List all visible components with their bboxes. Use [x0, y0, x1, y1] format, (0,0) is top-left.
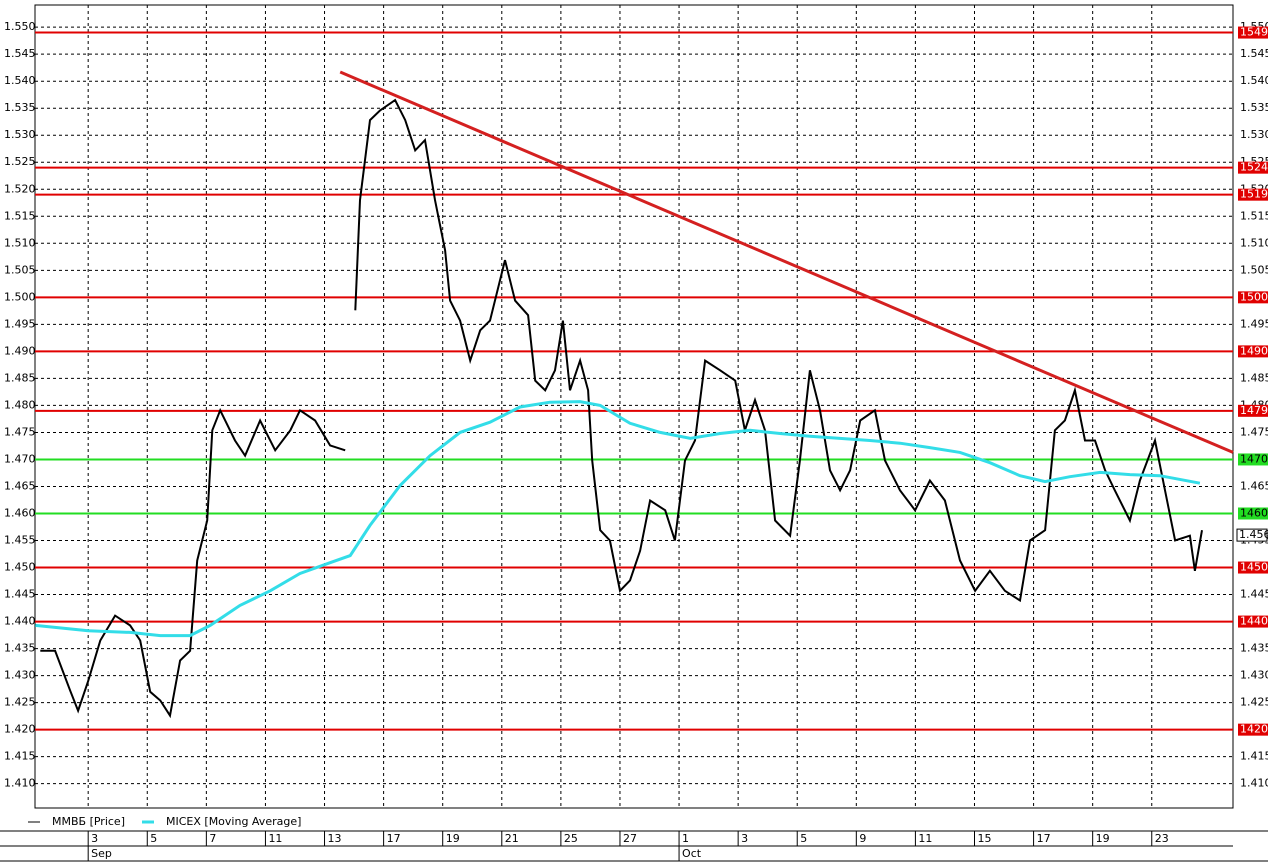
x-tick-label: 9 — [859, 832, 866, 845]
x-tick-label: 1 — [682, 832, 689, 845]
level-box — [1238, 345, 1268, 358]
y-tick-label-right: 1.425 — [1240, 696, 1268, 709]
trend-line — [339, 70, 1234, 454]
y-tick-label-right: 1.535 — [1240, 101, 1268, 114]
x-tick-label: 5 — [800, 832, 807, 845]
level-box — [1238, 161, 1268, 174]
level-box — [1238, 291, 1268, 304]
x-tick-label: 23 — [1155, 832, 1169, 845]
level-box — [1238, 453, 1268, 466]
y-tick-label-right: 1.505 — [1240, 263, 1268, 276]
y-tick-label: 1.430 — [4, 669, 36, 682]
x-tick-label: 25 — [564, 832, 578, 845]
y-tick-label: 1.520 — [4, 182, 36, 195]
legend-label: MICEX [Moving Average] — [166, 815, 301, 828]
level-box — [1238, 26, 1268, 39]
y-tick-label-right: 1.510 — [1240, 236, 1268, 249]
level-label: 1450 — [1240, 561, 1268, 574]
level-box — [1238, 723, 1268, 736]
x-tick-label: 13 — [328, 832, 342, 845]
y-tick-label: 1.485 — [4, 371, 36, 384]
x-tick-label: 17 — [1037, 832, 1051, 845]
y-tick-label: 1.410 — [4, 777, 36, 790]
y-tick-label-right: 1.415 — [1240, 750, 1268, 763]
y-tick-label: 1.505 — [4, 263, 36, 276]
y-tick-label: 1.475 — [4, 425, 36, 438]
y-tick-label: 1.500 — [4, 290, 36, 303]
y-tick-label: 1.425 — [4, 696, 36, 709]
x-tick-label: 3 — [741, 832, 748, 845]
y-tick-label-right: 1.530 — [1240, 128, 1268, 141]
level-box — [1238, 615, 1268, 628]
month-label: Sep — [91, 847, 112, 860]
y-tick-label: 1.515 — [4, 209, 36, 222]
y-tick-label-right: 1.515 — [1240, 209, 1268, 222]
y-tick-label: 1.435 — [4, 642, 36, 655]
level-label: 1549 — [1240, 26, 1268, 39]
y-tick-label: 1.510 — [4, 236, 36, 249]
x-tick-label: 19 — [1096, 832, 1110, 845]
y-tick-label: 1.440 — [4, 615, 36, 628]
month-label: Oct — [682, 847, 702, 860]
y-tick-label-right: 1.410 — [1240, 777, 1268, 790]
y-tick-label: 1.470 — [4, 452, 36, 465]
series-line — [35, 400, 1201, 638]
level-label: 1420 — [1240, 723, 1268, 736]
x-tick-label: 11 — [268, 832, 282, 845]
y-tick-label: 1.490 — [4, 344, 36, 357]
x-tick-label: 11 — [918, 832, 932, 845]
y-tick-label: 1.450 — [4, 561, 36, 574]
level-box — [1238, 404, 1268, 417]
level-box — [1238, 561, 1268, 574]
x-tick-label: 5 — [150, 832, 157, 845]
y-tick-label-right: 1.545 — [1240, 47, 1268, 60]
y-tick-label: 1.550 — [4, 20, 36, 33]
legend-label: ММВБ [Price] — [52, 815, 125, 828]
level-box — [1238, 507, 1268, 520]
level-label: 1470 — [1240, 452, 1268, 465]
y-tick-label: 1.460 — [4, 506, 36, 519]
plot-frame — [34, 4, 1234, 809]
y-tick-label-right: 1.495 — [1240, 317, 1268, 330]
y-tick-label: 1.540 — [4, 74, 36, 87]
y-tick-label-right: 1.435 — [1240, 642, 1268, 655]
y-tick-label: 1.495 — [4, 317, 36, 330]
y-tick-label: 1.415 — [4, 750, 36, 763]
level-label: 1460 — [1240, 506, 1268, 519]
y-tick-label: 1.455 — [4, 534, 36, 547]
y-tick-label: 1.530 — [4, 128, 36, 141]
y-tick-label: 1.545 — [4, 47, 36, 60]
level-label: 1524 — [1240, 161, 1268, 174]
y-tick-label-right: 1.540 — [1240, 74, 1268, 87]
last-price-box — [1236, 528, 1268, 542]
y-tick-label: 1.465 — [4, 479, 36, 492]
y-tick-label: 1.525 — [4, 155, 36, 168]
x-tick-label: 19 — [446, 832, 460, 845]
x-tick-label: 3 — [91, 832, 98, 845]
level-label: 1500 — [1240, 290, 1268, 303]
x-tick-label: 7 — [209, 832, 216, 845]
last-price-label: 1.456 — [1239, 528, 1268, 541]
y-tick-label: 1.535 — [4, 101, 36, 114]
y-tick-label-right: 1.485 — [1240, 371, 1268, 384]
x-tick-label: 17 — [387, 832, 401, 845]
level-label: 1490 — [1240, 344, 1268, 357]
y-tick-label-right: 1.430 — [1240, 669, 1268, 682]
y-tick-label: 1.420 — [4, 723, 36, 736]
level-label: 1519 — [1240, 188, 1268, 201]
level-box — [1238, 188, 1268, 201]
level-label: 1440 — [1240, 615, 1268, 628]
x-tick-label: 21 — [505, 832, 519, 845]
y-tick-label-right: 1.475 — [1240, 425, 1268, 438]
x-tick-label: 27 — [623, 832, 637, 845]
x-tick-label: 15 — [977, 832, 991, 845]
y-tick-label-right: 1.465 — [1240, 479, 1268, 492]
y-tick-label: 1.445 — [4, 588, 36, 601]
y-tick-label-right: 1.445 — [1240, 588, 1268, 601]
level-label: 1479 — [1240, 404, 1268, 417]
y-tick-label: 1.480 — [4, 398, 36, 411]
